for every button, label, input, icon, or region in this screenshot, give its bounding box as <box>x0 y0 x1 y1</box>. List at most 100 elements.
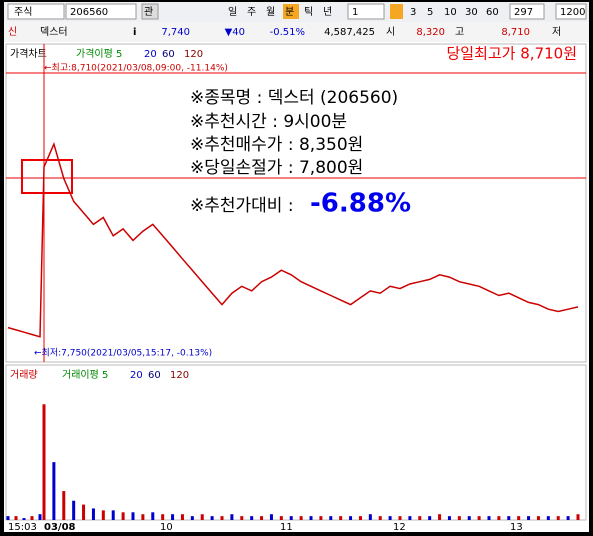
price: 7,740 <box>161 27 190 38</box>
interval-button[interactable]: 10 <box>444 7 457 18</box>
volume-bar <box>91 508 95 520</box>
price-ma-120: 120 <box>184 49 203 60</box>
period: 일 <box>228 6 237 18</box>
volume-bar <box>52 462 56 520</box>
volume-bar <box>171 514 175 520</box>
volume-bar <box>279 516 283 520</box>
count: 297 <box>514 7 533 18</box>
volume-ma-20: 20 <box>130 370 143 381</box>
volume-bar <box>329 516 333 520</box>
volume-bar <box>289 516 293 520</box>
quote-bar <box>4 22 589 42</box>
price-panel <box>5 43 587 363</box>
high-label: 고 <box>455 27 464 38</box>
volume: 4,587,425 <box>324 27 375 38</box>
volume-bar <box>349 516 353 520</box>
volume-bar <box>556 516 560 520</box>
period-button[interactable] <box>264 4 280 19</box>
volume-bar <box>497 516 501 520</box>
flag: 신 <box>8 26 17 38</box>
change: ▼40 <box>225 27 245 38</box>
x-label: 15:03 <box>8 522 37 533</box>
code-input[interactable] <box>65 3 137 20</box>
overlay-line: ※추천시간 : 9시00분 <box>190 112 347 132</box>
volume-bar <box>14 516 18 520</box>
volume-bar <box>269 514 273 520</box>
volume-bar <box>250 516 254 520</box>
x-label: 13 <box>510 522 523 533</box>
interval-button[interactable]: 3 <box>410 7 416 18</box>
count2: 1200 <box>560 7 585 18</box>
volume-ma-label: 거래이평 5 <box>62 369 108 381</box>
period-button[interactable] <box>283 4 299 19</box>
interval-button[interactable]: 60 <box>486 7 499 18</box>
count2-input[interactable] <box>555 3 587 20</box>
volume-bar <box>230 514 234 520</box>
volume-bar <box>507 516 511 520</box>
period-button[interactable] <box>226 4 242 19</box>
code: 206560 <box>70 7 108 18</box>
period-button[interactable] <box>321 4 337 19</box>
volume-bar <box>309 516 313 520</box>
volume-bar <box>368 514 372 520</box>
period: 월 <box>266 6 275 18</box>
high-note: ←최고:8,710(2021/03/08,09:00, -11.14%) <box>44 63 228 74</box>
interval-button[interactable]: 5 <box>427 7 433 18</box>
volume-bar <box>358 516 362 520</box>
price-ma-60: 60 <box>162 49 175 60</box>
x-label: 10 <box>160 522 173 533</box>
price-ma-20: 20 <box>144 49 157 60</box>
volume-panel <box>5 364 587 521</box>
period: 틱 <box>304 6 313 18</box>
volume-bar <box>82 504 86 520</box>
period-button[interactable] <box>302 4 318 19</box>
market: 주식 <box>14 6 32 18</box>
count-input[interactable] <box>509 3 545 20</box>
volume-bar <box>141 514 145 520</box>
stock-name: 덱스터 <box>40 26 68 38</box>
ratio: -6.88% <box>310 189 411 219</box>
volume-bar <box>121 512 125 520</box>
volume-bar <box>111 510 115 520</box>
volume-bar <box>339 516 343 520</box>
price-title: 가격차트 <box>10 47 47 60</box>
period: 분 <box>285 6 294 18</box>
interval-active <box>390 4 403 19</box>
volume-bar <box>210 516 214 520</box>
market-select[interactable] <box>7 3 65 20</box>
volume-ma-120: 120 <box>170 370 189 381</box>
volume-bar <box>190 516 194 520</box>
period: 년 <box>323 6 332 18</box>
volume-bar <box>418 516 422 520</box>
interval-select[interactable] <box>347 3 385 20</box>
volume-bar <box>527 516 531 520</box>
volume-bar <box>487 516 491 520</box>
change-rate: -0.51% <box>270 27 305 38</box>
volume-bar <box>517 516 521 520</box>
headline: 당일최고가 8,710원 <box>446 45 577 63</box>
overlay-line: ※추천매수가 : 8,350원 <box>190 135 363 155</box>
volume-bar <box>180 514 184 520</box>
ratio-label: ※추천가대비 : <box>190 196 294 216</box>
watch: 관 <box>144 6 153 18</box>
volume-bar <box>477 516 481 520</box>
info[interactable]: i <box>133 27 136 38</box>
interval: 1 <box>352 7 358 18</box>
price-ma-label: 가격이평 5 <box>76 47 122 60</box>
volume-bar <box>447 516 451 520</box>
volume-bar <box>240 516 244 520</box>
volume-bar <box>62 491 66 520</box>
volume-bar <box>457 516 461 520</box>
volume-bar <box>131 512 135 520</box>
volume-bar <box>22 518 26 520</box>
volume-bar <box>319 516 323 520</box>
watch-button[interactable] <box>141 3 159 20</box>
volume-bar <box>42 404 46 520</box>
volume-bar <box>260 516 264 520</box>
interval-button[interactable]: 30 <box>465 7 478 18</box>
overlay-line: ※종목명 : 덱스터 (206560) <box>190 88 398 108</box>
period: 주 <box>247 7 256 18</box>
period-button[interactable] <box>245 4 261 19</box>
low-label: 저 <box>552 26 561 38</box>
